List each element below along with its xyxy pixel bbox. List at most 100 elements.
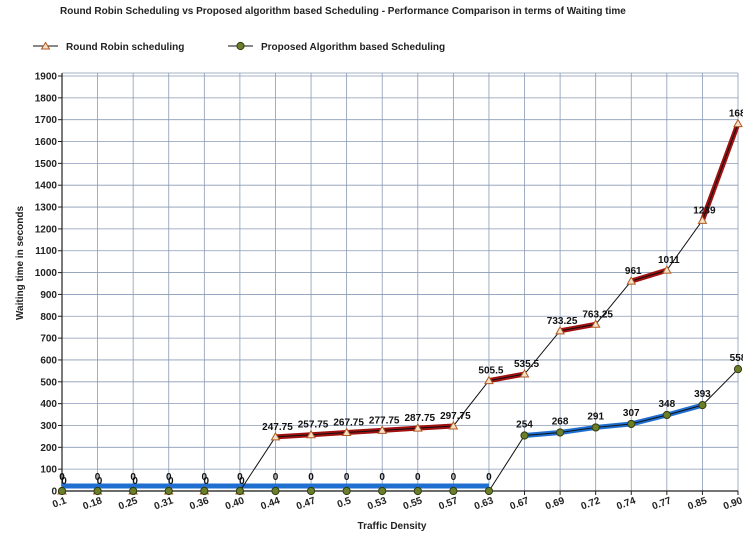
proposed-data-label: 0 [237, 472, 243, 483]
proposed-point [164, 486, 173, 496]
y-tick-label: 1700 [35, 115, 58, 126]
proposed-point [662, 410, 671, 420]
proposed-point [271, 486, 280, 496]
round-robin-point [377, 425, 388, 434]
proposed-data-label: 393 [694, 389, 711, 400]
series-lines [62, 123, 739, 492]
proposed-point [698, 401, 707, 410]
x-tick-label: 0.69 [544, 495, 566, 512]
proposed-data-label: 0 [59, 472, 65, 483]
round-robin-point [270, 431, 281, 441]
highlight-segments [62, 122, 741, 489]
y-tick-label: 700 [40, 334, 57, 345]
round-robin-point [306, 429, 316, 439]
proposed-data-label: 0 [308, 472, 314, 483]
proposed-data-label: 0 [166, 472, 172, 483]
proposed-data-label: 0 [451, 472, 457, 483]
round-robin-data-label: 277.75 [369, 415, 400, 426]
x-tick-label: 0.47 [295, 495, 317, 512]
legend-item-proposed: Proposed Algorithm based Scheduling [228, 41, 445, 53]
proposed-point [556, 428, 565, 437]
x-tick-label: 0.40 [224, 495, 246, 512]
grid [61, 72, 739, 492]
round-robin-data-label: 0 [97, 476, 103, 487]
legend-label-round-robin: Round Robin scheduling [66, 42, 184, 53]
round-robin-data-label: 1011 [658, 255, 680, 266]
proposed-data-label: 0 [202, 472, 208, 483]
round-robin-line [62, 123, 739, 492]
round-robin-data-label: 961 [625, 266, 642, 277]
legend-label-proposed: Proposed Algorithm based Scheduling [261, 42, 445, 53]
proposed-data-label: 0 [273, 472, 279, 483]
round-robin-point [733, 118, 743, 128]
x-tick-label: 0.53 [366, 495, 388, 512]
y-tick-label: 1300 [35, 203, 58, 214]
y-tick-label: 800 [40, 312, 57, 323]
round-robin-point [590, 319, 601, 328]
x-tick-labels: 0.1 0.18 0.25 0.31 0.36 0.40 0.44 0.47 0.5 0.53 0.… [51, 491, 743, 512]
proposed-data-label: 348 [658, 399, 675, 410]
x-tick-label: 0.44 [259, 495, 281, 512]
round-robin-data-label: 1682 [729, 109, 743, 120]
x-tick-label: 0.72 [580, 495, 602, 512]
proposed-point [306, 486, 316, 496]
proposed-data-label: 0 [415, 472, 421, 483]
round-robin-data-label: 0 [61, 476, 67, 487]
triangle-marker-icon [40, 41, 51, 50]
x-tick-label: 0.36 [188, 495, 210, 512]
round-robin-data-label: 0 [132, 476, 138, 487]
proposed-point [627, 419, 636, 429]
proposed-data-label: 0 [95, 472, 101, 483]
proposed-point [484, 486, 494, 496]
x-tick-label: 0.90 [722, 495, 743, 512]
y-tick-label: 0 [51, 487, 57, 498]
proposed-data-label: 254 [516, 420, 533, 431]
proposed-point [449, 486, 458, 496]
series-markers [57, 118, 743, 496]
x-tick-label: 0.63 [473, 495, 495, 512]
proposed-data-label: 558 [730, 353, 743, 364]
x-tick-label: 0.74 [615, 495, 637, 512]
proposed-data-label: 0 [379, 472, 385, 483]
round-robin-point [661, 265, 672, 274]
x-tick-label: 0.67 [508, 495, 530, 512]
y-tick-label: 1800 [35, 93, 58, 104]
y-tick-labels: 0100200300400500600700800900100011001200… [35, 72, 62, 498]
y-tick-label: 900 [40, 290, 57, 301]
round-robin-data-label: 0 [168, 476, 174, 487]
x-tick-label: 0.77 [651, 495, 673, 512]
y-tick-label: 1500 [35, 159, 58, 170]
round-robin-point [448, 420, 459, 430]
round-robin-point [626, 276, 637, 285]
x-tick-label: 0.25 [117, 495, 139, 512]
round-robin-point [341, 427, 352, 437]
y-tick-label: 1600 [35, 137, 58, 148]
round-robin-data-label: 267.75 [333, 418, 364, 429]
round-robin-data-label: 763.25 [582, 309, 613, 320]
round-robin-data-label: 247.75 [262, 422, 293, 433]
proposed-point [129, 486, 138, 496]
legend: Round Robin scheduling Proposed Algorith… [33, 41, 445, 53]
proposed-data-label: 0 [344, 472, 350, 483]
chart-title: Round Robin Scheduling vs Proposed algor… [60, 6, 626, 17]
x-axis-label: Traffic Density [358, 521, 427, 532]
round-robin-point [484, 375, 494, 385]
round-robin-point [555, 325, 565, 335]
round-robin-point [697, 215, 708, 224]
x-tick-label: 0.5 [336, 495, 353, 510]
round-robin-data-label: 297.75 [440, 411, 471, 422]
y-tick-label: 100 [40, 465, 57, 476]
y-tick-label: 600 [40, 355, 57, 366]
proposed-data-label: 0 [130, 472, 136, 483]
round-robin-data-label: 1239 [693, 205, 716, 216]
round-robin-data-label: 0 [239, 476, 245, 487]
y-tick-label: 1900 [35, 72, 58, 83]
y-tick-label: 1400 [35, 181, 58, 192]
proposed-data-label: 0 [486, 472, 492, 483]
proposed-point [520, 431, 529, 440]
y-tick-label: 1200 [35, 224, 58, 235]
y-tick-label: 300 [40, 421, 57, 432]
proposed-point [591, 423, 600, 432]
